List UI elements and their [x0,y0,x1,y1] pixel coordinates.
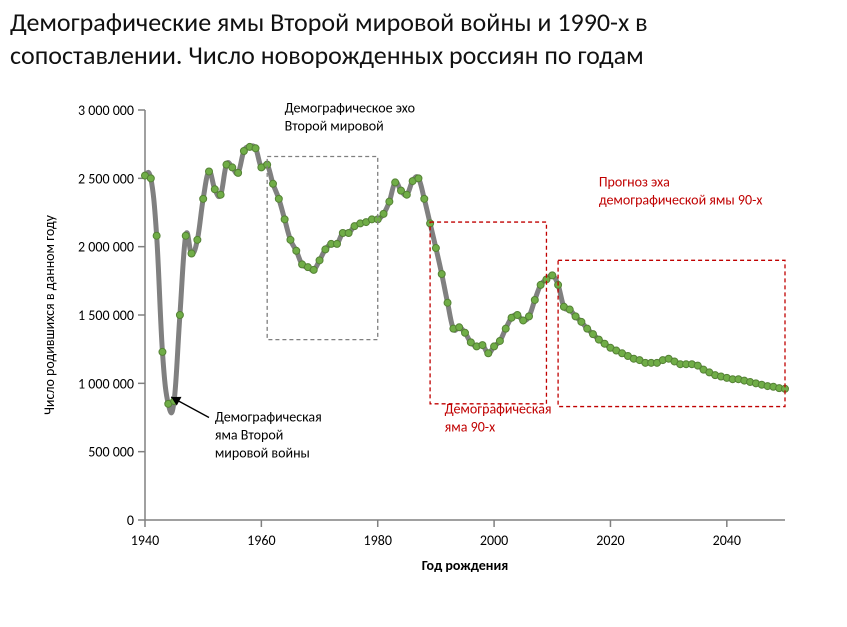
births-line [145,146,785,413]
data-marker [496,337,503,344]
annotation-label-ww2-echo: Второй мировой [285,118,384,135]
data-marker [345,230,352,237]
data-marker [415,175,422,182]
data-marker [438,271,445,278]
annotation-label-ww2-pit: яма Второй [215,427,284,444]
page-title: Демографические ямы Второй мировой войны… [10,6,830,71]
data-marker [310,266,317,273]
chart-container: 0 500 000 1 000 000 1 500 000 2 000 000 2 500… [30,90,820,610]
data-marker [275,195,282,202]
x-axis-title: Год рождения [422,557,508,574]
data-marker [182,232,189,239]
data-marker [281,216,288,223]
y-tick-label: 2 000 000 [78,239,134,256]
y-tick-label: 1 500 000 [78,307,134,324]
data-marker [479,342,486,349]
data-marker [386,198,393,205]
data-marker [252,145,259,152]
data-marker [188,250,195,257]
x-tick-label: 1980 [364,532,392,549]
x-tick-label: 1940 [131,532,159,549]
x-tick-label: 2020 [596,532,624,549]
data-marker [427,220,434,227]
data-marker [584,325,591,332]
data-marker [147,175,154,182]
y-tick-label: 3 000 000 [78,102,134,119]
data-marker [176,312,183,319]
data-marker [566,306,573,313]
data-marker [159,348,166,355]
data-marker [578,318,585,325]
data-marker [526,313,533,320]
annotation-label-pit-90s: яма 90-х [445,418,496,435]
data-marker [380,210,387,217]
data-marker [287,236,294,243]
annotation-label-ww2-pit: мировой войны [215,445,310,462]
x-tick-label: 1960 [247,532,275,549]
x-tick-label: 2000 [480,532,508,549]
births-chart: 0 500 000 1 000 000 1 500 000 2 000 000 2 500… [30,90,820,610]
y-axis-title: Число родившихся в данном году [41,214,58,414]
y-tick-label: 0 [127,512,134,529]
annotation-label-pit-90s: Демографическая [445,400,552,417]
data-marker [206,168,213,175]
data-marker [514,312,521,319]
data-marker [485,350,492,357]
data-marker [153,232,160,239]
annotation-label-echo-90s-forecast: демографической ямы 90-х [599,192,763,209]
data-marker [572,313,579,320]
data-marker [211,186,218,193]
data-marker [432,245,439,252]
data-marker [444,299,451,306]
title-line-2: сопоставлении. Число новорожденных росси… [10,39,644,71]
data-marker [270,180,277,187]
annotation-label-ww2-pit: Демографическая [215,409,322,426]
data-marker [316,257,323,264]
title-line-1: Демографические ямы Второй мировой войны… [10,6,648,38]
y-tick-label: 2 500 000 [78,170,134,187]
data-marker [537,281,544,288]
data-marker [491,343,498,350]
data-marker [217,191,224,198]
data-marker [403,191,410,198]
y-tick-label: 500 000 [88,444,134,461]
data-marker [392,179,399,186]
data-marker [590,331,597,338]
data-marker [200,195,207,202]
x-tick-label: 2040 [713,532,741,549]
data-marker [334,240,341,247]
data-marker [531,296,538,303]
data-marker [293,247,300,254]
data-marker [462,329,469,336]
data-marker [456,324,463,331]
data-marker [194,236,201,243]
data-marker [235,169,242,176]
annotation-label-echo-90s-forecast: Прогноз эха [599,174,670,191]
data-marker [421,195,428,202]
annotation-label-ww2-echo: Демографическое эхо [285,100,415,117]
data-marker [322,246,329,253]
y-tick-label: 1 000 000 [78,375,134,392]
data-marker [229,164,236,171]
data-marker [549,272,556,279]
data-marker [502,325,509,332]
